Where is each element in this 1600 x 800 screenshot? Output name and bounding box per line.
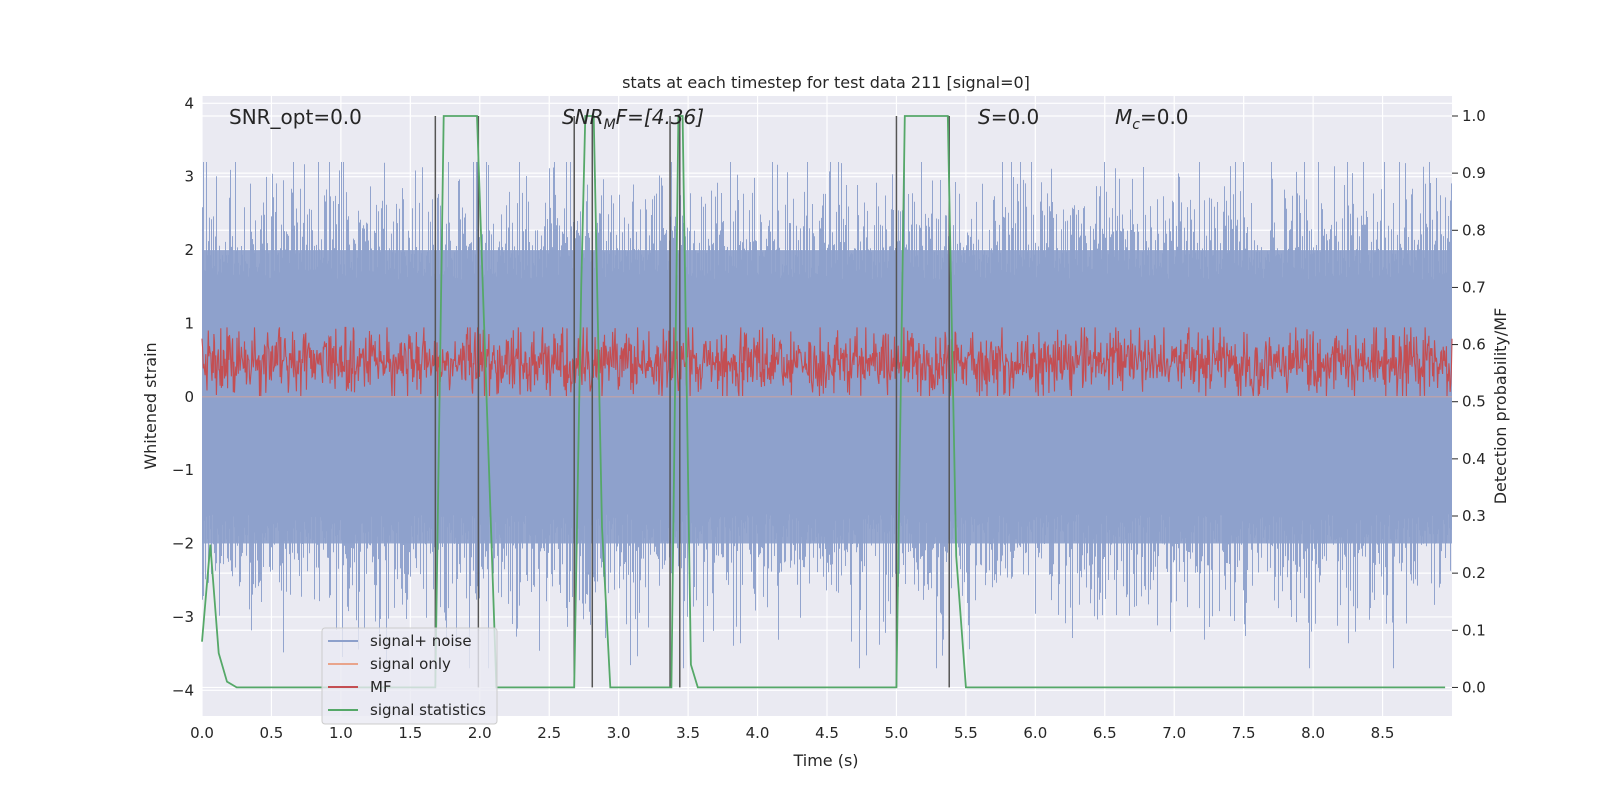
y-left-axis-label: Whitened strain xyxy=(141,342,160,469)
signal-statistics-line xyxy=(201,115,1446,689)
y-left-tick-label: −3 xyxy=(172,608,194,626)
x-tick-label: 8.0 xyxy=(1301,724,1325,742)
x-tick-label: 3.0 xyxy=(607,724,631,742)
annotation-s-main: S xyxy=(978,105,991,129)
x-tick-label: 2.0 xyxy=(468,724,492,742)
y-left-tick-label: 1 xyxy=(184,314,194,332)
annotation-mc-sub: c xyxy=(1132,117,1140,133)
legend-label-signal-only: signal only xyxy=(370,655,451,673)
y-left-tick-label: 4 xyxy=(184,94,194,112)
x-tick-label: 5.5 xyxy=(954,724,978,742)
x-tick-label: 6.5 xyxy=(1093,724,1117,742)
x-tick-label: 8.5 xyxy=(1371,724,1395,742)
y-right-tick-label: 0.2 xyxy=(1462,564,1486,582)
x-tick-label: 4.5 xyxy=(815,724,839,742)
x-tick-label: 0.5 xyxy=(260,724,284,742)
annotation-mc: Mc=0.0 xyxy=(1115,105,1189,133)
x-axis-label: Time (s) xyxy=(792,751,858,770)
y-right-tick-label: 0.7 xyxy=(1462,278,1486,296)
annotation-snr-opt: SNR_opt=0.0 xyxy=(229,105,362,129)
annotation-mc-tail: =0.0 xyxy=(1140,105,1189,129)
annotation-mc-main: M xyxy=(1115,105,1132,129)
legend-label-signal-noise: signal+ noise xyxy=(370,632,472,650)
y-left-tick-label: −4 xyxy=(172,681,194,699)
chart-title: stats at each timestep for test data 211… xyxy=(622,73,1030,92)
y-right-tick-label: 0.0 xyxy=(1462,678,1486,696)
y-left-tick-label: 3 xyxy=(184,168,194,186)
legend-label-mf: MF xyxy=(370,678,392,696)
annotation-s-tail: =0.0 xyxy=(991,105,1040,129)
mf-line xyxy=(201,326,1453,397)
annotation-snr-mf-sub: M xyxy=(604,117,616,133)
x-tick-label: 1.5 xyxy=(398,724,422,742)
annotation-snr-mf-main: SNR xyxy=(562,105,604,129)
x-tick-label: 4.0 xyxy=(746,724,770,742)
y-right-tick-label: 0.6 xyxy=(1462,336,1486,354)
y-left-tick-label: 2 xyxy=(184,241,194,259)
signal-statistics-series xyxy=(201,115,1446,689)
annotation-snr-mf-tail: F=[4.36] xyxy=(616,105,704,129)
x-tick-label: 3.5 xyxy=(676,724,700,742)
annotation-snr-mf: SNRMF=[4.36] xyxy=(562,105,704,133)
x-tick-label: 0.0 xyxy=(190,724,214,742)
x-tick-label: 1.0 xyxy=(329,724,353,742)
x-axis-ticks: 0.0 0.5 1.0 1.5 2.0 2.5 3.0 3.5 4.0 4.5 5.0 5.5 6.0 6… xyxy=(190,724,1394,742)
y-right-tick-label: 0.4 xyxy=(1462,450,1486,468)
x-tick-label: 5.0 xyxy=(885,724,909,742)
y-right-axis-ticks: 1.0 0.9 0.8 0.7 0.6 0.5 0.4 0.3 0.2 0.1 0.0 xyxy=(1452,107,1486,696)
y-right-tick-label: 1.0 xyxy=(1462,107,1486,125)
x-tick-label: 7.0 xyxy=(1162,724,1186,742)
mf-series xyxy=(201,326,1453,397)
y-right-tick-label: 0.9 xyxy=(1462,164,1486,182)
legend: signal+ noise signal only MF signal stat… xyxy=(321,627,498,725)
x-tick-label: 2.5 xyxy=(537,724,561,742)
y-left-tick-label: 0 xyxy=(184,388,194,406)
y-left-axis-ticks: 4 3 2 1 0 −1 −2 −3 −4 xyxy=(172,94,194,699)
y-right-tick-label: 0.5 xyxy=(1462,393,1486,411)
x-tick-label: 6.0 xyxy=(1023,724,1047,742)
y-right-tick-label: 0.3 xyxy=(1462,507,1486,525)
y-left-tick-label: −2 xyxy=(172,535,194,553)
y-left-tick-label: −1 xyxy=(172,461,194,479)
x-tick-label: 7.5 xyxy=(1232,724,1256,742)
y-right-axis-label: Detection probability/MF xyxy=(1491,308,1510,505)
y-right-tick-label: 0.8 xyxy=(1462,221,1486,239)
legend-label-signal-statistics: signal statistics xyxy=(370,701,486,719)
annotation-s: S=0.0 xyxy=(978,105,1039,129)
legend-box xyxy=(321,627,498,725)
y-right-tick-label: 0.1 xyxy=(1462,621,1486,639)
